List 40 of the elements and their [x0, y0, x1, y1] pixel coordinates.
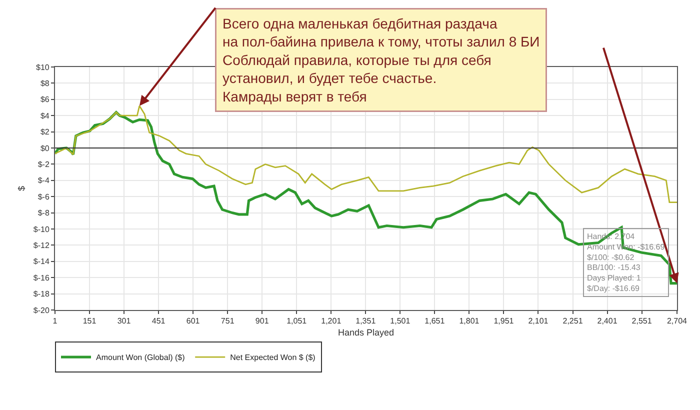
y-tick-label: $-16	[33, 273, 50, 282]
x-tick-label: 1,651	[424, 316, 446, 326]
x-tick-label: 1,051	[286, 316, 308, 326]
y-tick-label: $-10	[33, 224, 50, 234]
x-tick-label: 151	[82, 316, 97, 326]
y-tick-label: $0	[40, 144, 50, 153]
x-tick-label: 2,704	[666, 316, 688, 326]
x-tick-label: 1,351	[356, 316, 376, 326]
y-tick-label: $-4	[38, 176, 50, 186]
x-tick-label: 2,401	[597, 316, 618, 326]
x-tick-label: 2,251	[562, 316, 584, 326]
x-tick-label: 601	[186, 316, 200, 326]
x-tick-label: 1,501	[390, 316, 411, 326]
annotation: Всего одна маленькая бедбитная раздача на пол-байина привела к тому, чтоты залил 8 БИ Соблюдай правила, которые ты для себя установил, и будет тебе счастье. Камрады верят в тебя	[222, 16, 540, 104]
x-tick-label: 1,201	[321, 316, 342, 326]
y-tick-label: $-2	[38, 160, 50, 169]
x-tick-label: 1,951	[494, 316, 514, 326]
y-axis-title: $	[16, 186, 27, 192]
x-tick-label: 751	[220, 316, 235, 326]
x-tick-label: 451	[152, 316, 166, 326]
x-tick-label: 2,101	[528, 316, 549, 326]
y-tick-label: $-6	[38, 192, 50, 202]
y-tick-label: $-18	[33, 290, 50, 299]
y-tick-label: $-8	[38, 208, 50, 218]
y-tick-label: $8	[40, 79, 50, 88]
y-tick-label: $-14	[33, 257, 50, 266]
x-tick-label: 1	[52, 316, 58, 326]
x-tick-label: 301	[117, 316, 132, 326]
x-axis-title: Hands Played	[338, 327, 394, 338]
x-tick-label: 901	[255, 316, 270, 326]
y-tick-label: $2	[40, 128, 50, 137]
y-tick-label: $10	[36, 62, 50, 72]
legend-label: Net Expected Won $ ($)	[230, 353, 316, 362]
y-tick-label: $-20	[33, 306, 50, 315]
y-tick-label: $4	[40, 111, 50, 120]
x-tick-label: 2,551	[632, 316, 652, 326]
y-tick-label: $6	[40, 95, 50, 104]
y-tick-label: $-12	[33, 241, 50, 250]
legend-label: Amount Won (Global) ($)	[96, 353, 186, 362]
x-tick-label: 1,801	[459, 316, 480, 326]
